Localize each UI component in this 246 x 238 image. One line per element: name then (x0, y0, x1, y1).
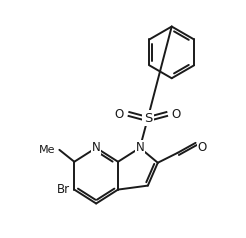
Text: Br: Br (57, 183, 70, 196)
Text: O: O (172, 108, 181, 120)
Text: Me: Me (39, 145, 55, 155)
Text: S: S (144, 112, 152, 124)
Text: N: N (136, 141, 144, 154)
Text: N: N (92, 141, 101, 154)
Text: O: O (198, 141, 207, 154)
Text: O: O (115, 108, 124, 120)
